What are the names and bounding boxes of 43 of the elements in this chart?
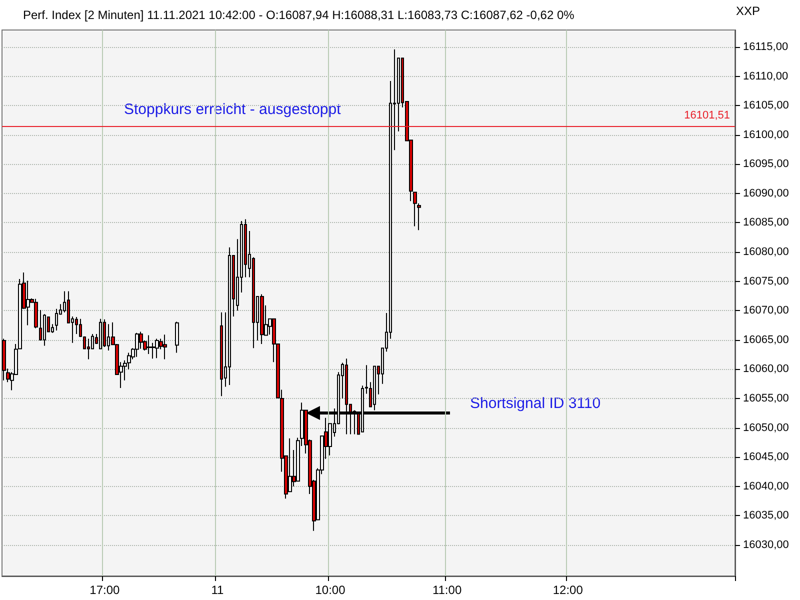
y-tick-label: 16080,00 xyxy=(743,246,789,258)
y-tick-label: 16085,00 xyxy=(743,216,789,229)
y-tick-label: 16030,00 xyxy=(743,538,789,551)
ref-line-label: 16101,51 xyxy=(684,110,730,122)
y-tick-label: 16045,00 xyxy=(743,451,789,464)
candlestick xyxy=(155,338,159,359)
y-tick-label: 16090,00 xyxy=(743,187,789,200)
y-tick-label: 16105,00 xyxy=(743,100,789,112)
x-tick-label: 12:00 xyxy=(552,583,584,597)
candlestick xyxy=(103,318,106,348)
y-tick-label: 16060,00 xyxy=(743,363,789,376)
x-tick-label: 11:00 xyxy=(432,583,462,597)
x-tick-label: 10:00 xyxy=(315,583,346,597)
candlestick xyxy=(43,314,46,346)
candlestick xyxy=(163,334,167,360)
y-tick-label: 16050,00 xyxy=(743,422,789,434)
y-tick-label: 16040,00 xyxy=(743,480,789,492)
annotation: Stoppkurs erreicht - ausgestoppt xyxy=(124,101,342,118)
y-tick-label: 16070,00 xyxy=(743,304,789,317)
y-tick-label: 16100,00 xyxy=(743,128,789,141)
x-tick-label: 17:00 xyxy=(90,583,120,597)
y-tick-label: 16110,00 xyxy=(743,70,788,82)
candlestick xyxy=(228,246,231,386)
candlestick xyxy=(135,332,139,358)
text: XXP xyxy=(736,4,760,18)
y-tick-label: 16055,00 xyxy=(743,392,789,404)
candlestick xyxy=(99,318,102,350)
candlestick xyxy=(2,338,6,381)
y-tick-label: 16115,00 xyxy=(743,40,788,53)
chart-title: Perf. Index [2 Minuten] 11.11.2021 10:42:00 - O:16087,94 H:16088,31 L:16083,73 C:16087,62 -0,62 0% xyxy=(23,8,575,22)
candlestick xyxy=(34,298,38,329)
candlestick xyxy=(220,312,223,397)
x-tick-label: 11 xyxy=(211,583,224,597)
y-tick-label: 16095,00 xyxy=(743,158,789,170)
candlestick xyxy=(147,334,151,354)
y-tick-label: 16065,00 xyxy=(743,334,789,346)
candlestick xyxy=(413,192,417,227)
candlestick xyxy=(87,338,90,360)
y-tick-label: 16035,00 xyxy=(743,510,789,522)
candlestick xyxy=(55,308,58,332)
candlestick xyxy=(175,321,179,354)
y-tick-label: 16075,00 xyxy=(743,275,789,288)
candlestick xyxy=(260,294,264,345)
